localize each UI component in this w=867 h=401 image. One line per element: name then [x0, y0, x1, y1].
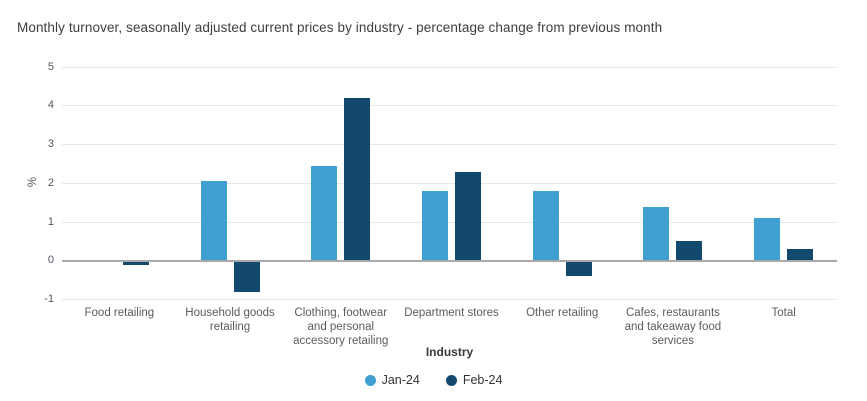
gridline	[62, 299, 837, 301]
x-category-label: Food retailing	[84, 307, 155, 319]
bar-jan-24[interactable]	[532, 191, 559, 261]
bar-jan-24[interactable]	[200, 181, 227, 261]
bar-feb-24[interactable]	[676, 241, 703, 261]
x-category-label: Clothing, footwear and personal accessor…	[293, 307, 389, 347]
gridline	[62, 66, 837, 68]
x-category-label: Cafes, restaurants and takeaway food ser…	[624, 307, 722, 347]
legend-item-jan-24[interactable]: Jan-24	[364, 373, 420, 387]
x-category-label: Household goods retailing	[185, 307, 275, 333]
x-axis-label: Industry	[425, 345, 474, 359]
legend-swatch-feb-24-icon	[445, 374, 457, 386]
legend-swatch-jan-24-icon	[364, 374, 376, 386]
bar-feb-24[interactable]	[455, 171, 481, 261]
y-tick-label: 1	[47, 215, 54, 228]
zero-line	[62, 259, 837, 262]
y-tick-label: 2	[47, 176, 54, 189]
y-tick-label: 5	[47, 60, 54, 73]
legend-label-jan-24: Jan-24	[381, 373, 420, 387]
bar-jan-24[interactable]	[643, 206, 670, 261]
gridline	[62, 221, 837, 223]
legend-item-feb-24[interactable]: Feb-24	[445, 373, 503, 387]
legend: Jan-24 Feb-24	[0, 372, 867, 388]
y-tick-label: -1	[44, 293, 54, 306]
bar-feb-24[interactable]	[787, 249, 814, 261]
x-category-label: Total	[771, 307, 796, 319]
bar-jan-24[interactable]	[311, 165, 338, 261]
bar-feb-24[interactable]	[122, 260, 149, 265]
bar-jan-24[interactable]	[754, 218, 781, 261]
legend-label-feb-24: Feb-24	[462, 373, 503, 387]
y-tick-label: 3	[47, 138, 54, 151]
bar-feb-24[interactable]	[344, 98, 371, 261]
bar-feb-24[interactable]	[565, 260, 592, 277]
bar-jan-24[interactable]	[422, 191, 448, 261]
bar-feb-24[interactable]	[233, 260, 260, 292]
gridline	[62, 182, 837, 184]
y-tick-label: 0	[47, 254, 54, 267]
gridline	[62, 105, 837, 107]
gridline	[62, 144, 837, 146]
x-category-label: Department stores	[404, 307, 499, 319]
y-tick-label: 4	[47, 99, 54, 112]
chart-title: Monthly turnover, seasonally adjusted cu…	[17, 20, 663, 35]
x-category-label: Other retailing	[526, 307, 599, 319]
